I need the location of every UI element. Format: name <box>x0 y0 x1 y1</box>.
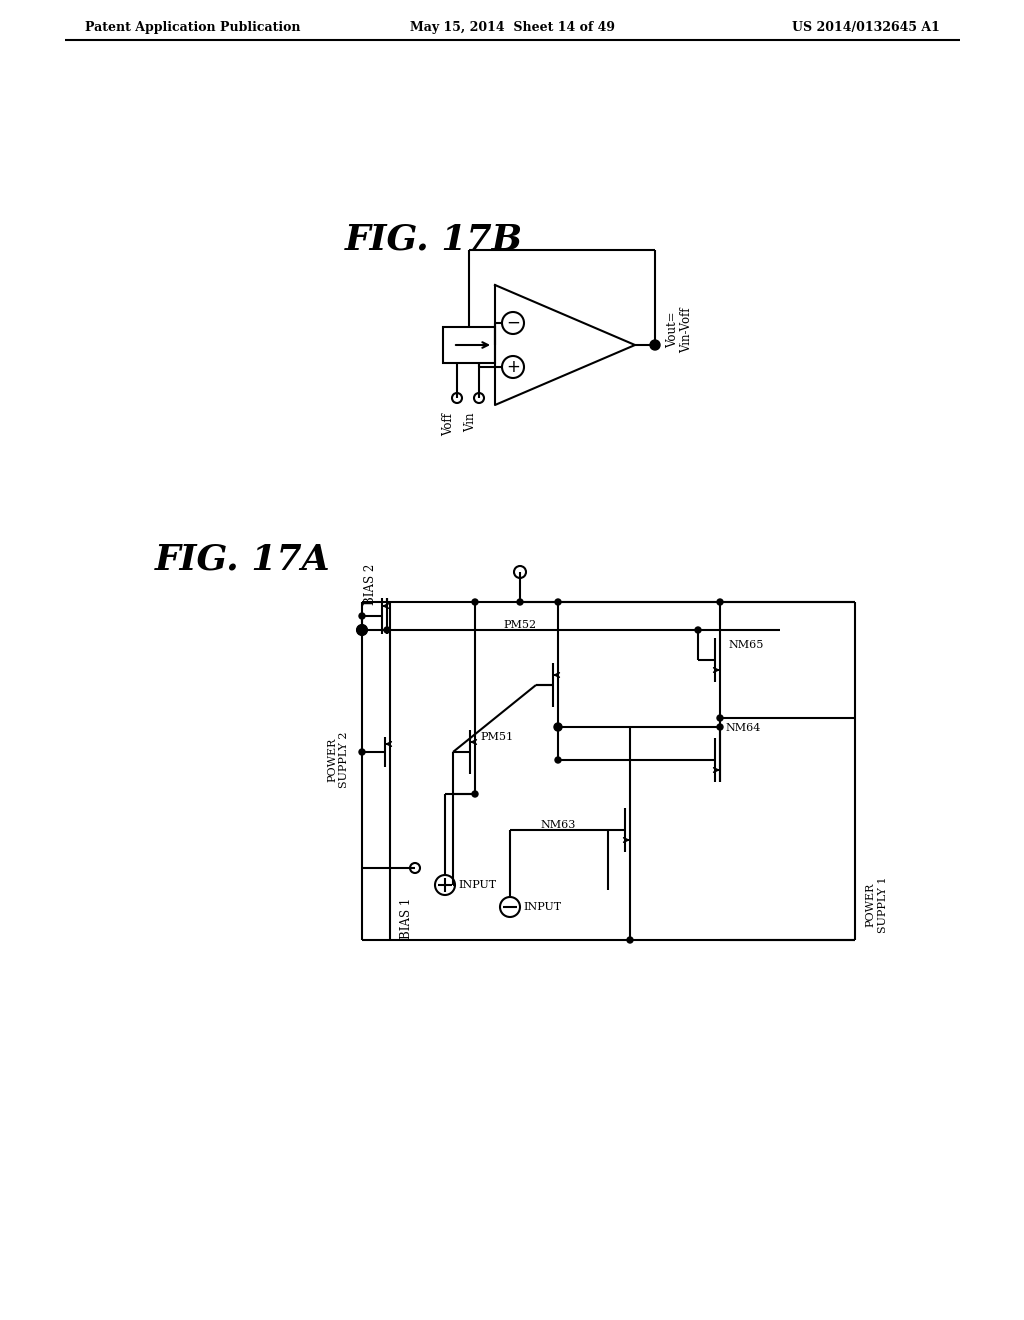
Text: PM51: PM51 <box>480 733 513 742</box>
Circle shape <box>555 599 561 605</box>
Circle shape <box>357 624 367 635</box>
Circle shape <box>554 723 562 731</box>
Text: May 15, 2014  Sheet 14 of 49: May 15, 2014 Sheet 14 of 49 <box>410 21 614 33</box>
Text: NM64: NM64 <box>725 723 761 733</box>
Circle shape <box>472 599 478 605</box>
Text: Vin-Voff: Vin-Voff <box>681 308 693 352</box>
Text: US 2014/0132645 A1: US 2014/0132645 A1 <box>793 21 940 33</box>
Circle shape <box>650 341 660 350</box>
Circle shape <box>717 715 723 721</box>
Text: SUPPLY 1: SUPPLY 1 <box>878 876 888 933</box>
Text: +: + <box>506 358 520 376</box>
Text: BIAS 2: BIAS 2 <box>364 564 377 605</box>
Text: Voff: Voff <box>442 413 456 436</box>
Text: −: − <box>506 314 520 333</box>
Text: INPUT: INPUT <box>523 902 561 912</box>
Text: FIG. 17A: FIG. 17A <box>155 543 331 577</box>
Text: SUPPLY 2: SUPPLY 2 <box>339 731 349 788</box>
Circle shape <box>384 627 390 634</box>
Text: NM65: NM65 <box>728 640 763 649</box>
Circle shape <box>717 723 723 730</box>
Circle shape <box>359 612 365 619</box>
Circle shape <box>359 748 365 755</box>
Text: INPUT: INPUT <box>458 880 496 890</box>
Circle shape <box>517 599 523 605</box>
Text: POWER: POWER <box>327 738 337 783</box>
Circle shape <box>627 937 633 942</box>
Text: PM52: PM52 <box>503 620 537 630</box>
Text: BIAS 1: BIAS 1 <box>400 898 414 940</box>
Text: NM63: NM63 <box>540 820 575 830</box>
Circle shape <box>472 791 478 797</box>
Circle shape <box>717 599 723 605</box>
Text: Vin: Vin <box>465 413 477 433</box>
Text: Patent Application Publication: Patent Application Publication <box>85 21 300 33</box>
Bar <box>443 327 495 363</box>
Text: Vout=: Vout= <box>667 312 680 348</box>
Circle shape <box>695 627 701 634</box>
Circle shape <box>555 756 561 763</box>
Text: FIG. 17B: FIG. 17B <box>345 223 523 257</box>
Text: POWER: POWER <box>865 883 874 927</box>
